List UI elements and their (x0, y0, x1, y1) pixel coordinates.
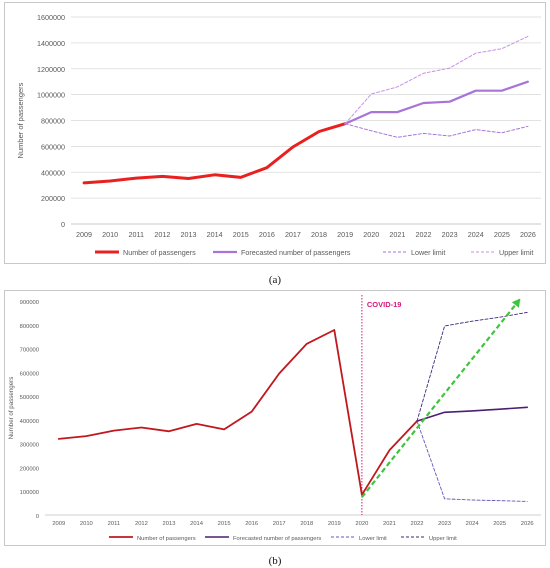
b-legend-label-3: Lower limit (359, 536, 387, 542)
a-y-tick-label: 400000 (41, 168, 65, 177)
b-x-tick-label: 2019 (328, 521, 341, 527)
b-x-tick-label: 2018 (300, 521, 313, 527)
b-x-tick-label: 2013 (163, 521, 176, 527)
b-x-tick-label: 2016 (245, 521, 258, 527)
b-x-tick-label: 2026 (521, 521, 534, 527)
b-series-3-line (416, 420, 528, 502)
a-x-tick-label: 2011 (129, 230, 144, 239)
b-x-tick-label: 2025 (493, 521, 506, 527)
a-x-tick-label: 2014 (207, 230, 223, 239)
b-y-tick-label: 800000 (20, 324, 39, 330)
b-x-tick-label: 2010 (80, 521, 93, 527)
a-x-tick-label: 2020 (363, 230, 379, 239)
a-x-tick-label: 2021 (389, 230, 405, 239)
a-x-tick-label: 2019 (337, 230, 353, 239)
a-x-tick-label: 2026 (520, 230, 536, 239)
a-y-tick-label: 200000 (41, 194, 65, 203)
b-y-tick-label: 200000 (20, 466, 39, 472)
b-x-tick-label: 2014 (190, 521, 204, 527)
a-y-tick-label: 800000 (41, 117, 65, 126)
a-legend-label-4: Upper limit (499, 248, 533, 257)
a-x-tick-label: 2010 (102, 230, 118, 239)
b-legend-label-1: Number of passengers (137, 536, 196, 542)
b-legend-label-4: Upper limit (429, 536, 457, 542)
b-y-tick-label: 700000 (20, 348, 39, 354)
a-y-tick-label: 1000000 (37, 91, 65, 100)
b-series-4-line (416, 311, 528, 422)
b-annotation-label: COVID-19 (367, 300, 402, 309)
caption-b: (b) (268, 555, 282, 567)
a-series-2-line (344, 80, 530, 125)
a-x-tick-label: 2012 (154, 230, 170, 239)
b-x-tick-label: 2017 (273, 521, 286, 527)
a-x-tick-label: 2017 (285, 230, 301, 239)
a-x-tick-label: 2022 (416, 230, 432, 239)
a-y-tick-label: 1400000 (37, 39, 65, 48)
b-y-tick-label: 100000 (20, 490, 39, 496)
a-y-tick-label: 0 (61, 220, 65, 229)
a-series-1-line (82, 122, 347, 185)
b-y-tick-label: 900000 (20, 300, 39, 306)
a-y-tick-label: 600000 (41, 142, 65, 151)
b-x-tick-label: 2021 (383, 521, 396, 527)
b-legend-label-2: Forecasted number of passengers (233, 536, 321, 542)
b-y-tick-label: 600000 (20, 371, 39, 377)
b-x-tick-label: 2024 (466, 521, 480, 527)
b-x-tick-label: 2009 (52, 521, 65, 527)
a-x-tick-label: 2023 (442, 230, 458, 239)
a-y-tick-label: 1600000 (37, 13, 65, 22)
b-y-tick-label: 400000 (20, 419, 39, 425)
b-x-tick-label: 2015 (218, 521, 231, 527)
b-trend-arrow-line (361, 297, 522, 498)
a-legend-label-2: Forecasted number of passengers (241, 248, 351, 257)
a-x-tick-label: 2009 (76, 230, 92, 239)
a-legend-label-1: Number of passengers (123, 248, 196, 257)
a-legend-label-3: Lower limit (411, 248, 445, 257)
b-series-2-line (416, 406, 529, 422)
a-x-tick-label: 2025 (494, 230, 510, 239)
chart-panel-b: 0 100000 200000 300000 400000 500000 600000 700… (4, 290, 546, 546)
b-x-tick-label: 2023 (438, 521, 451, 527)
b-y-tick-label: 300000 (20, 443, 39, 449)
b-trend-arrow-head (511, 298, 521, 308)
a-x-tick-label: 2013 (181, 230, 197, 239)
chart-b-svg: 0 100000 200000 300000 400000 500000 600000 700… (8, 295, 541, 542)
a-x-tick-label: 2016 (259, 230, 275, 239)
a-y-tick-label: 1200000 (37, 65, 65, 74)
b-y-tick-label: 500000 (20, 395, 39, 401)
a-x-tick-label: 2024 (468, 230, 484, 239)
a-series-4-line (344, 35, 529, 125)
a-x-tick-label: 2018 (311, 230, 327, 239)
caption-a: (a) (268, 274, 282, 286)
b-x-tick-label: 2011 (108, 521, 120, 527)
a-x-tick-label: 2015 (233, 230, 249, 239)
b-x-tick-label: 2022 (411, 521, 424, 527)
chart-panel-a: 0 200000 400000 600000 800000 1000000 1200000 1… (4, 2, 546, 264)
a-series-3-line (344, 123, 529, 138)
a-y-axis-label: Number of passengers (16, 82, 25, 158)
b-y-tick-label: 0 (36, 514, 39, 520)
b-y-axis-label: Number of passengers (8, 377, 15, 440)
chart-a-svg: 0 200000 400000 600000 800000 1000000 1200000 1… (16, 13, 541, 257)
b-x-tick-label: 2012 (135, 521, 148, 527)
b-series-1-line (57, 329, 418, 496)
b-x-tick-label: 2020 (355, 521, 368, 527)
